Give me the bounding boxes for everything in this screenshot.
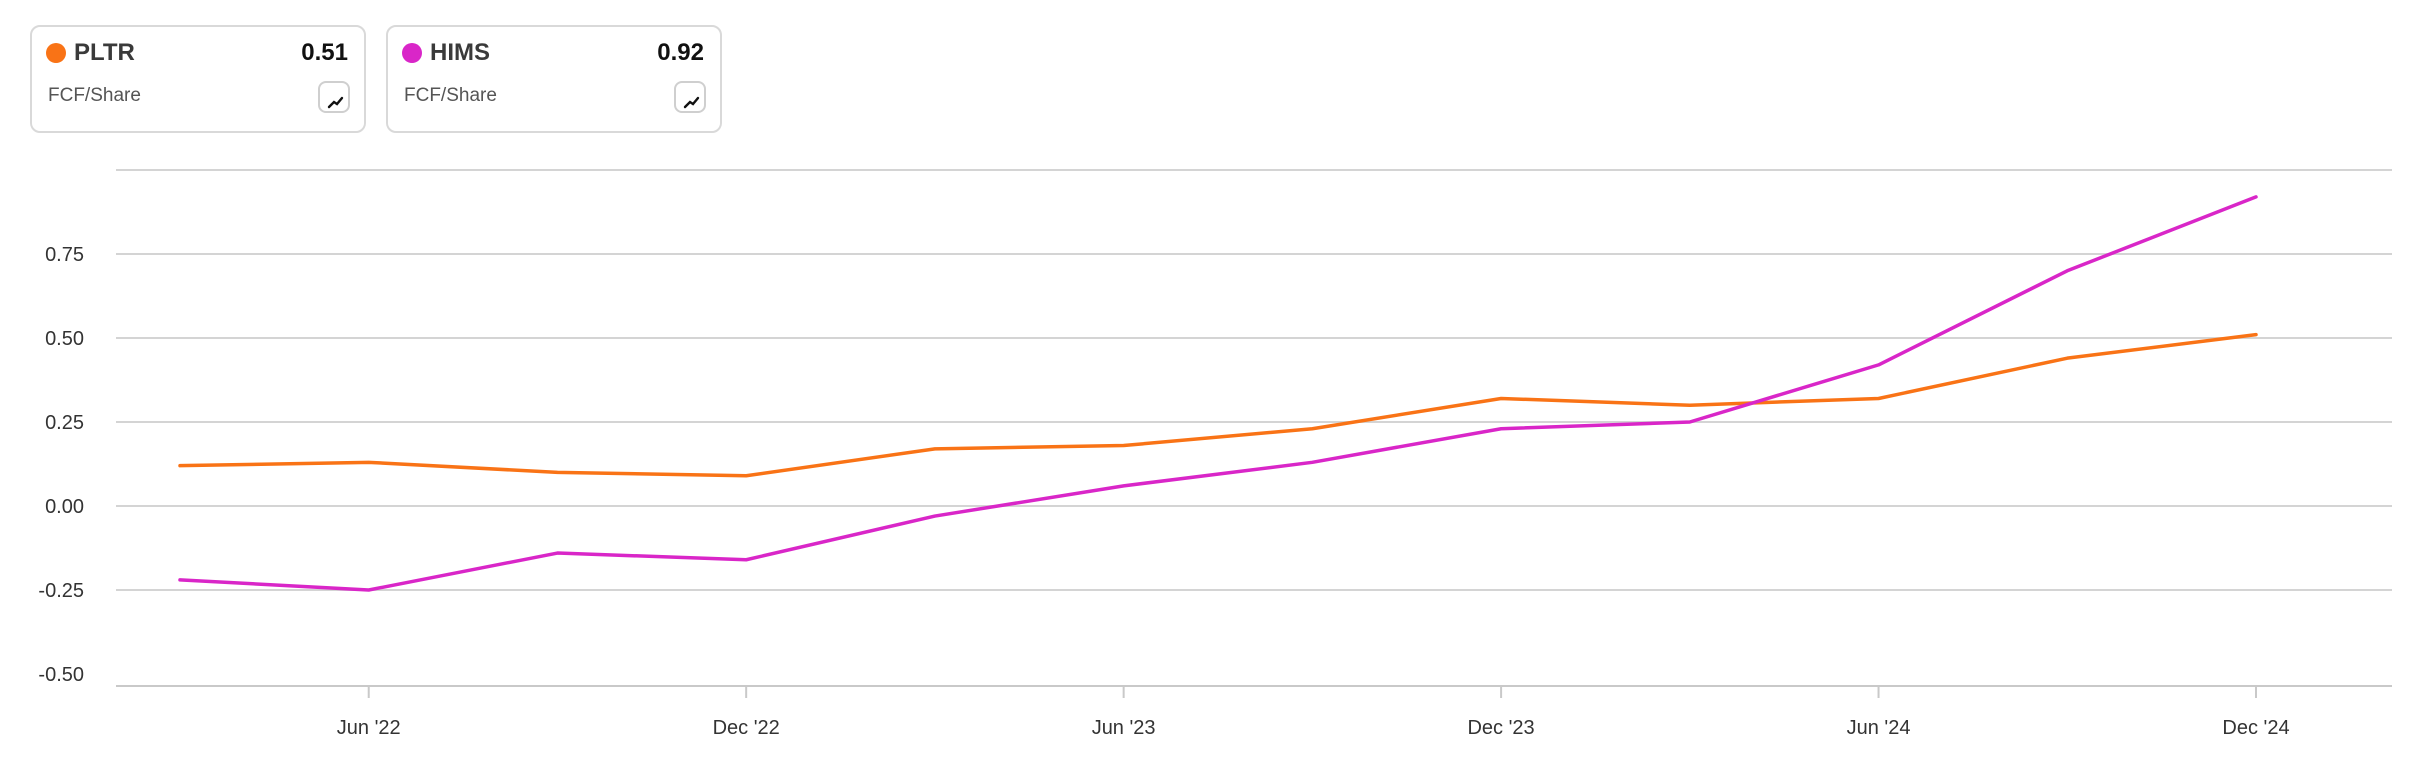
legend-value: 0.92	[657, 39, 704, 66]
legend-card-pltr[interactable]: PLTR 0.51 FCF/Share	[30, 25, 366, 133]
grid-lines	[116, 169, 2392, 591]
line-chart: 0.75 0.50 0.25 0.00 -0.25 -0.50 Jun '22 Dec '2…	[38, 169, 2392, 739]
series-lines	[178, 195, 2258, 592]
trend-chart-icon[interactable]	[318, 81, 350, 113]
legend-card-hims[interactable]: HIMS 0.92 FCF/Share	[386, 25, 722, 133]
legend-ticker: PLTR	[74, 39, 135, 66]
legend-value: 0.51	[301, 39, 348, 66]
x-tick-label: Jun '24	[1847, 717, 1911, 739]
y-axis: 0.75 0.50 0.25 0.00 -0.25 -0.50	[38, 244, 84, 686]
x-tick-label: Jun '23	[1092, 717, 1156, 739]
y-tick-label: 0.50	[45, 328, 84, 350]
x-tick-label: Dec '24	[2222, 717, 2289, 739]
legend-ticker: HIMS	[430, 39, 490, 66]
series-color-dot	[402, 43, 422, 63]
x-axis: Jun '22 Dec '22 Jun '23 Dec '23 Jun '24 Dec '…	[116, 685, 2392, 739]
x-tick-label: Jun '22	[337, 717, 401, 739]
x-tick-label: Dec '23	[1467, 717, 1534, 739]
y-tick-label: -0.25	[38, 580, 84, 602]
series-color-dot	[46, 43, 66, 63]
x-tick-label: Dec '22	[713, 717, 780, 739]
series-line-hims	[178, 195, 2258, 592]
trend-chart-icon[interactable]	[674, 81, 706, 113]
y-tick-label: 0.00	[45, 496, 84, 518]
y-tick-label: -0.50	[38, 664, 84, 686]
legend-metric: FCF/Share	[404, 85, 497, 106]
series-line-pltr	[178, 332, 2258, 478]
y-tick-label: 0.25	[45, 412, 84, 434]
y-tick-label: 0.75	[45, 244, 84, 266]
legend-metric: FCF/Share	[48, 85, 141, 106]
